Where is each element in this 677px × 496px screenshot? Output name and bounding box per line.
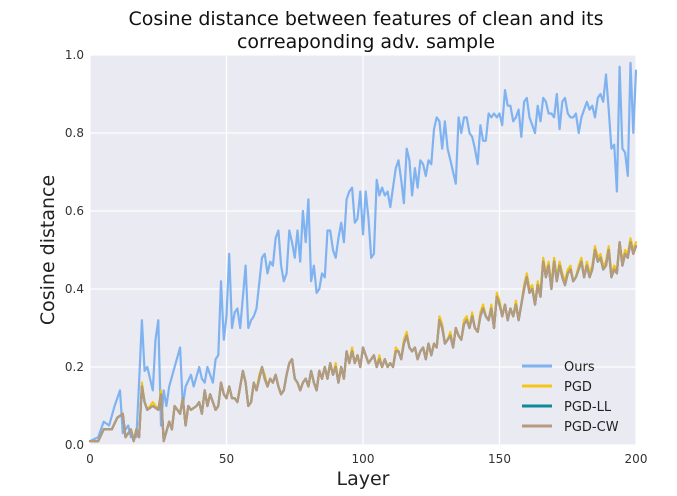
legend-label: PGD-CW (564, 420, 619, 435)
series-line-pgd-cw (88, 241, 638, 443)
y-tick-label: 0.8 (65, 126, 84, 140)
legend-label: PGD (564, 380, 592, 395)
y-tick-label: 1.0 (65, 48, 84, 62)
series-lines (88, 61, 638, 443)
y-tick-label: 0.4 (65, 282, 84, 296)
x-axis-title: Layer (337, 468, 390, 490)
series-line-ours (88, 61, 638, 443)
legend-label: Ours (564, 360, 595, 375)
x-tick-label: 0 (86, 452, 94, 466)
y-tick-label: 0.6 (65, 204, 84, 218)
y-tick-label: 0.0 (65, 438, 84, 452)
y-tick-label: 0.2 (65, 360, 84, 374)
legend: Ours PGD PGD-LL PGD-CW (522, 360, 619, 435)
legend-label: PGD-LL (564, 400, 612, 415)
x-tick-label: 100 (352, 452, 375, 466)
x-tick-label: 150 (488, 452, 511, 466)
x-tick-label: 50 (219, 452, 234, 466)
grid (89, 54, 637, 446)
tick-labels: 0 50 100 150 200 0.0 0.2 0.4 0.6 0.8 1.0 (65, 48, 648, 466)
x-tick-label: 200 (625, 452, 648, 466)
y-axis-title: Cosine distance (37, 175, 59, 325)
chart-title-line-1: Cosine distance between features of clea… (128, 8, 603, 30)
chart-title-line-2: correaponding adv. sample (237, 31, 495, 53)
